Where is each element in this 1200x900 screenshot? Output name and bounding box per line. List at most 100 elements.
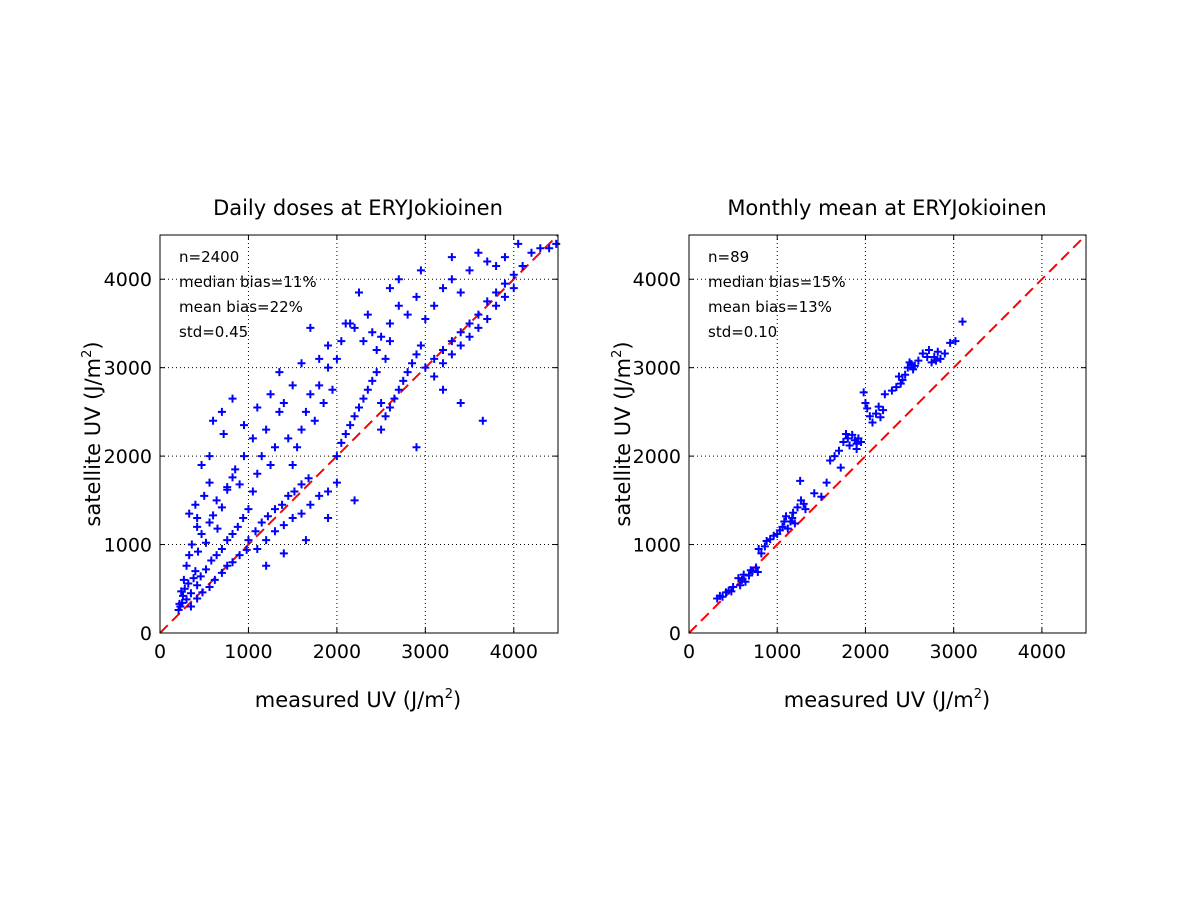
data-point: [244, 536, 253, 545]
data-point: [924, 345, 933, 354]
data-point: [868, 418, 877, 427]
data-point: [257, 518, 266, 527]
plot-frame: [688, 234, 1087, 634]
data-point: [439, 359, 448, 368]
data-point: [184, 579, 193, 588]
data-point: [337, 337, 346, 346]
data-point: [754, 544, 763, 553]
data-point: [198, 588, 207, 597]
data-point: [951, 337, 960, 346]
data-point: [492, 261, 501, 270]
data-point: [233, 522, 242, 531]
data-point: [197, 460, 206, 469]
data-point: [319, 399, 328, 408]
y-tick-label: 3000: [633, 358, 681, 380]
data-point: [377, 332, 386, 341]
data-point: [186, 602, 195, 611]
data-point: [304, 474, 313, 483]
data-point: [191, 567, 200, 576]
data-point: [385, 319, 394, 328]
x-tick-label: 3000: [401, 641, 449, 663]
data-point: [430, 354, 439, 363]
data-point: [185, 509, 194, 518]
data-point: [372, 368, 381, 377]
x-tick-label: 2000: [841, 641, 889, 663]
data-point: [186, 589, 195, 598]
chart-title: Daily doses at ERYJokioinen: [213, 196, 503, 220]
data-point: [465, 266, 474, 275]
data-point: [350, 323, 359, 332]
data-point: [201, 538, 210, 547]
data-point: [456, 399, 465, 408]
y-tick-label: 0: [669, 623, 681, 645]
data-point: [270, 443, 279, 452]
data-point: [421, 363, 430, 372]
data-point: [843, 434, 852, 443]
data-point: [421, 315, 430, 324]
data-point: [251, 527, 260, 536]
data-point: [439, 345, 448, 354]
data-point: [177, 587, 186, 596]
data-point: [341, 430, 350, 438]
y-axis-label-text: satellite UV (J/m: [611, 358, 635, 527]
y-axis-label: satellite UV (J/m2): [80, 341, 105, 526]
data-point: [205, 583, 214, 592]
data-point: [790, 519, 799, 528]
data-point: [189, 574, 198, 583]
data-point: [207, 556, 216, 565]
data-point: [315, 354, 324, 363]
data-points: [174, 239, 561, 615]
data-point: [796, 476, 805, 485]
data-point: [933, 347, 942, 356]
data-point: [200, 491, 209, 500]
data-point: [240, 452, 249, 461]
data-point: [500, 292, 509, 301]
data-point: [799, 499, 808, 508]
x-axis-label: measured UV (J/m2): [784, 687, 990, 712]
data-point: [848, 430, 857, 439]
data-point: [257, 452, 266, 461]
data-point: [852, 445, 861, 454]
data-point: [279, 521, 288, 530]
chart-title: Monthly mean at ERYJokioinen: [727, 196, 1046, 220]
data-point: [483, 315, 492, 324]
data-point: [872, 409, 881, 418]
x-axis-label-close: ): [453, 688, 461, 712]
data-point: [279, 399, 288, 408]
data-point: [861, 399, 870, 408]
data-point: [324, 341, 333, 350]
data-point: [927, 358, 936, 367]
data-point: [270, 505, 279, 514]
data-point: [213, 524, 222, 533]
y-tick-label: 1000: [104, 535, 152, 557]
x-axis-label-superscript: 2: [445, 687, 453, 702]
data-point: [887, 386, 896, 395]
data-point: [416, 266, 425, 275]
data-point: [782, 512, 791, 521]
data-point: [266, 460, 275, 469]
data-point: [201, 565, 210, 574]
data-point: [193, 514, 202, 523]
data-point: [301, 407, 310, 416]
data-point: [381, 412, 390, 421]
data-point: [483, 297, 492, 306]
data-point: [474, 248, 483, 257]
data-point: [310, 416, 319, 425]
data-point: [946, 338, 955, 347]
data-point: [253, 403, 262, 412]
data-point: [270, 527, 279, 536]
data-point: [483, 257, 492, 266]
data-point: [793, 503, 802, 512]
data-point: [918, 349, 927, 358]
x-tick-label: 2000: [313, 641, 361, 663]
data-point: [240, 421, 249, 430]
data-point: [430, 372, 439, 381]
y-tick-label: 2000: [104, 446, 152, 468]
data-point: [465, 319, 474, 328]
data-point: [430, 301, 439, 310]
data-point: [390, 394, 399, 403]
data-point: [205, 452, 214, 461]
statistic-line: mean bias=22%: [179, 298, 303, 316]
data-point: [536, 244, 545, 253]
data-point: [262, 425, 271, 434]
